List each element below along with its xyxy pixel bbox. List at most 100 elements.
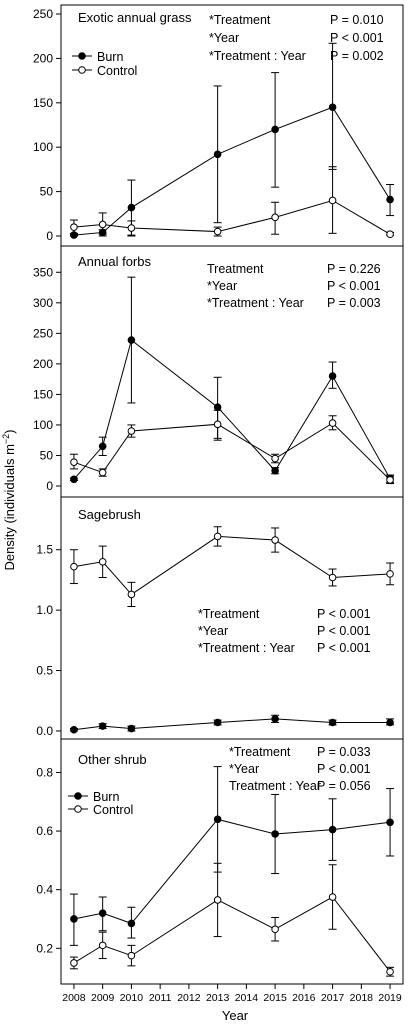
legend-label: Control [97, 64, 137, 78]
data-point-control [386, 570, 394, 578]
data-point-burn [271, 466, 279, 475]
stat-p-value: P < 0.001 [330, 31, 384, 45]
x-tick-label: 2018 [350, 992, 374, 1004]
legend-label: Control [93, 803, 133, 817]
data-point-burn [328, 718, 337, 727]
stat-p-value: P = 0.056 [317, 779, 371, 793]
stat-term: *Year [229, 762, 259, 776]
series-line-control [73, 422, 391, 481]
data-point-control [98, 220, 107, 229]
data-point-burn [127, 919, 136, 928]
y-tick-label: 50 [40, 448, 54, 462]
data-point-burn [70, 725, 78, 734]
legend-label: Burn [97, 50, 123, 64]
series-burn [69, 714, 395, 734]
x-tick-label: 2014 [235, 992, 259, 1004]
stat-term: Treatment [207, 262, 264, 276]
y-tick-label: 0.2 [36, 941, 53, 955]
y-tick-label: 0 [46, 479, 53, 493]
data-point-control [127, 590, 136, 599]
y-tick-label: 150 [33, 96, 53, 110]
stat-term: *Year [207, 279, 237, 293]
data-point-burn [328, 103, 337, 112]
stat-p-value: P = 0.003 [327, 296, 381, 310]
stat-term: *Treatment [209, 13, 271, 27]
series-burn [69, 766, 395, 946]
data-point-control [328, 573, 337, 582]
data-point-control [271, 213, 279, 222]
y-tick-label: 100 [33, 140, 53, 154]
data-point-burn [127, 336, 136, 344]
series-line-burn [73, 339, 391, 480]
series-line-control [73, 896, 391, 973]
series-control [69, 409, 395, 485]
data-point-burn [213, 150, 222, 159]
data-point-burn [386, 818, 394, 827]
data-point-control [328, 893, 337, 901]
data-point-burn [98, 722, 107, 730]
data-point-control [271, 925, 279, 934]
data-point-control [70, 458, 78, 466]
data-point-burn [213, 815, 222, 824]
y-tick-label: 150 [33, 387, 53, 401]
panel-2: 0.0 0.5 1.0 1.5 Sagebrush *Treatment P < 0.001… [36, 496, 404, 740]
y-tick-label: 200 [33, 357, 53, 371]
y-tick-label: 200 [33, 51, 53, 65]
panel-title: Exotic annual grass [78, 10, 192, 25]
data-point-control [386, 967, 394, 976]
data-point-control [271, 454, 279, 463]
panel-3: 0.2 0.4 0.6 0.8 Other shrub *Treatment P = 0.0… [36, 738, 404, 985]
stat-term: *Year [198, 624, 228, 638]
y-tick-label: 1.0 [36, 603, 53, 617]
stat-term: *Treatment : Year [198, 641, 295, 655]
x-axis-label: Year [222, 1008, 249, 1023]
data-point-control [127, 427, 136, 435]
panel-0: 0 50 100 150 200 250 Exotic annual grass *Treat… [33, 4, 404, 247]
data-point-burn [70, 475, 78, 484]
data-point-burn [70, 915, 78, 923]
series-line-burn [73, 718, 391, 731]
y-axis-label-close: ) [2, 429, 17, 433]
data-point-burn [127, 203, 136, 212]
y-tick-label: 1.5 [36, 543, 53, 557]
data-point-burn [386, 718, 394, 727]
y-tick-label: 0.4 [36, 883, 53, 897]
y-axis-label-main: Density (individuals m [2, 444, 17, 570]
data-point-control [70, 959, 78, 967]
series-control [69, 862, 395, 977]
data-point-control [70, 562, 78, 571]
panel-title: Other shrub [78, 752, 147, 767]
stat-p-value: P < 0.001 [317, 762, 371, 776]
stat-p-value: P < 0.001 [327, 279, 381, 293]
data-point-burn [271, 830, 279, 838]
x-tick-label: 2009 [91, 992, 115, 1004]
series-control [69, 526, 395, 607]
panel-frame [60, 738, 404, 985]
legend-marker [78, 66, 86, 74]
data-point-control [213, 420, 222, 429]
series-line-burn [73, 106, 391, 236]
data-point-control [70, 223, 78, 231]
data-point-burn [386, 195, 394, 204]
data-point-control [328, 419, 337, 427]
data-point-control [98, 941, 107, 950]
panels: 0 50 100 150 200 250 Exotic annual grass *Treat… [33, 4, 404, 985]
data-point-control [213, 896, 222, 904]
x-tick-label: 2012 [177, 992, 201, 1004]
y-tick-label: 0.8 [36, 765, 53, 779]
y-tick-label: 350 [33, 265, 53, 279]
stat-term: Treatment : Year [229, 779, 321, 793]
stat-p-value: P = 0.226 [327, 262, 381, 276]
stat-p-value: P = 0.002 [330, 49, 384, 63]
data-point-burn [98, 442, 107, 451]
data-point-control [213, 227, 222, 236]
legend-label: Burn [93, 790, 119, 804]
data-point-burn [213, 718, 222, 727]
y-tick-label: 0 [46, 229, 53, 243]
data-point-control [386, 230, 394, 239]
stat-term: *Treatment [198, 607, 260, 621]
data-point-control [213, 532, 222, 541]
